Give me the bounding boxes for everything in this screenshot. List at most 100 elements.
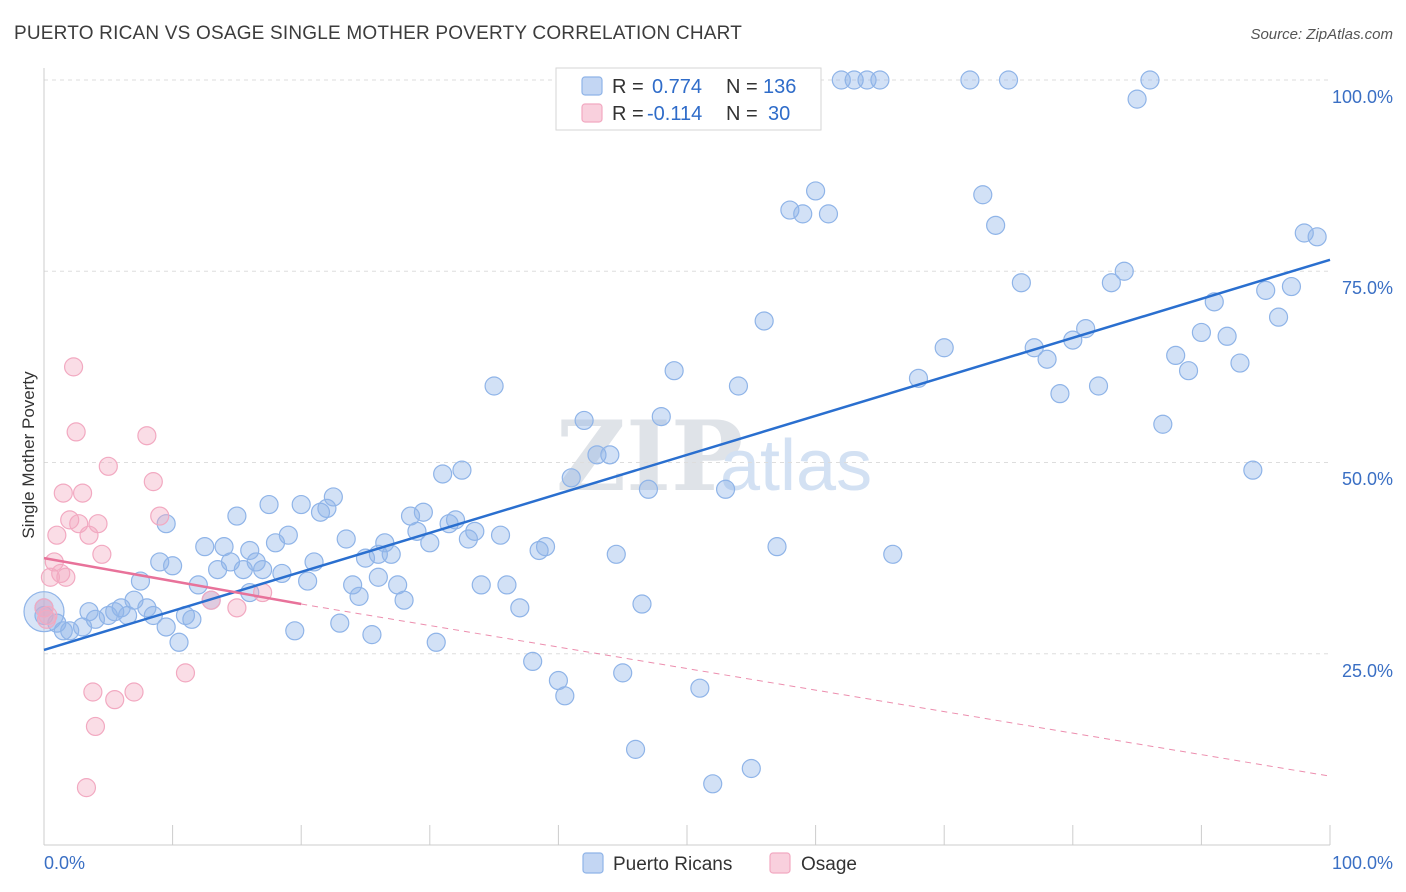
puerto-ricans-point-115: [1127, 89, 1147, 109]
puerto-ricans-point-37: [285, 621, 305, 641]
puerto-ricans-point-119: [1178, 361, 1199, 381]
bottom-legend-swatch-osage: [769, 852, 791, 874]
legend-swatch-puerto-ricans: [581, 76, 603, 96]
puerto-ricans-point-120: [1191, 322, 1212, 343]
puerto-ricans-point-73: [535, 537, 556, 557]
chart-title: PUERTO RICAN VS OSAGE SINGLE MOTHER POVE…: [14, 23, 742, 44]
axes: [43, 68, 1331, 846]
puerto-ricans-point-58: [420, 533, 440, 553]
legend-r-label-2: R =: [612, 103, 644, 125]
watermark-atlas: atlas: [720, 426, 872, 506]
y-tick-labels: 25.0% 50.0% 75.0% 100.0%: [1332, 87, 1393, 681]
puerto-ricans-point-80: [606, 544, 626, 564]
puerto-ricans-point-88: [715, 479, 736, 499]
puerto-ricans-point-104: [973, 185, 993, 205]
osage-point-16: [85, 716, 106, 737]
puerto-ricans-point-129: [1307, 227, 1327, 247]
puerto-ricans-point-125: [1256, 280, 1276, 300]
puerto-ricans-point-57: [413, 502, 433, 522]
trend-line-osage: [43, 556, 302, 606]
puerto-ricans-point-85: [651, 407, 671, 427]
correlation-legend: R = 0.774 N = 136 R = -0.114 N = 30: [555, 67, 822, 131]
y-tick-label-75: 75.0%: [1342, 278, 1393, 298]
puerto-ricans-point-32: [253, 559, 273, 580]
watermark-zip: ZIP: [556, 400, 743, 513]
y-tick-label-100: 100.0%: [1332, 87, 1393, 107]
puerto-ricans-point-42: [317, 498, 337, 518]
puerto-ricans-point-66: [471, 575, 491, 595]
osage-point-22: [137, 426, 157, 446]
puerto-ricans-point-46: [343, 575, 363, 595]
puerto-ricans-point-112: [1088, 376, 1109, 396]
x-tick-label-100: 100.0%: [1332, 853, 1393, 873]
puerto-ricans-point-31: [246, 552, 266, 572]
puerto-ricans-point-106: [1011, 273, 1031, 293]
puerto-ricans-point-71: [523, 651, 543, 672]
puerto-ricans-point-49: [362, 625, 382, 645]
puerto-ricans-point-87: [690, 678, 710, 698]
puerto-ricans-point-124: [1243, 460, 1263, 480]
osage-point-20: [105, 690, 125, 710]
puerto-ricans-point-108: [1037, 349, 1057, 369]
puerto-ricans-point-65: [465, 521, 485, 541]
puerto-ricans-point-133: [703, 774, 723, 794]
puerto-ricans-point-83: [632, 594, 652, 614]
puerto-ricans-point-132: [368, 567, 388, 587]
osage-point-25: [175, 663, 196, 683]
puerto-ricans-point-67: [484, 376, 504, 396]
osage-point-7: [56, 567, 76, 587]
puerto-ricans-point-7: [85, 609, 106, 629]
osage-point-23: [143, 472, 163, 492]
puerto-ricans-point-89: [728, 376, 749, 396]
puerto-ricans-point-17: [156, 617, 176, 637]
trend-line-osage-extension: [301, 603, 1331, 777]
puerto-ricans-point-123: [1230, 353, 1250, 373]
puerto-ricans-point-30: [240, 540, 260, 561]
puerto-ricans-point-113: [1101, 273, 1121, 293]
puerto-ricans-point-19: [169, 632, 189, 652]
puerto-ricans-point-127: [1281, 276, 1302, 297]
puerto-ricans-point-4: [60, 621, 80, 641]
puerto-ricans-point-44: [330, 613, 350, 633]
puerto-ricans-point-63: [452, 460, 472, 480]
puerto-ricans-point-134: [741, 758, 761, 779]
puerto-ricans-point-122: [1217, 326, 1237, 346]
puerto-ricans-point-109: [1050, 384, 1070, 404]
legend-n-label-2: N =: [726, 103, 758, 125]
osage-point-6: [53, 483, 73, 503]
puerto-ricans-point-82: [625, 739, 646, 759]
puerto-ricans-point-69: [497, 575, 517, 595]
puerto-ricans-point-135: [998, 70, 1019, 90]
puerto-ricans-point-95: [818, 204, 839, 224]
puerto-ricans-point-92: [780, 200, 800, 220]
chart-source: Source: ZipAtlas.com: [1250, 26, 1393, 43]
legend-n-value-1: 136: [763, 76, 796, 98]
puerto-ricans-point-6: [79, 602, 99, 622]
puerto-ricans-point-102: [934, 338, 954, 358]
puerto-ricans-point-33: [259, 494, 279, 515]
bottom-legend-label-osage: Osage: [801, 854, 857, 875]
puerto-ricans-point-99: [870, 70, 890, 90]
puerto-ricans-point-77: [574, 410, 594, 431]
y-tick-label-25: 25.0%: [1342, 661, 1393, 681]
puerto-ricans-point-116: [1140, 70, 1160, 90]
puerto-ricans-point-105: [986, 215, 1006, 235]
puerto-ricans-point-28: [227, 506, 247, 526]
trend-lines: [43, 258, 1331, 777]
trend-line-puerto-ricans: [43, 258, 1331, 652]
watermark: ZIP atlas: [556, 400, 872, 513]
puerto-ricans-point-94: [805, 181, 826, 201]
x-tick-label-0: 0.0%: [44, 853, 85, 873]
osage-point-15: [83, 682, 103, 702]
puerto-ricans-point-39: [298, 571, 318, 591]
puerto-ricans-point-52: [381, 544, 401, 564]
puerto-ricans-point-47: [349, 586, 369, 606]
puerto-ricans-point-126: [1268, 307, 1289, 327]
puerto-ricans-point-18: [163, 556, 183, 576]
osage-point-2: [40, 567, 61, 587]
osage-point-21: [124, 682, 144, 702]
puerto-ricans-point-130: [156, 514, 176, 534]
puerto-ricans-point-81: [613, 663, 633, 683]
puerto-ricans-point-54: [394, 590, 414, 610]
